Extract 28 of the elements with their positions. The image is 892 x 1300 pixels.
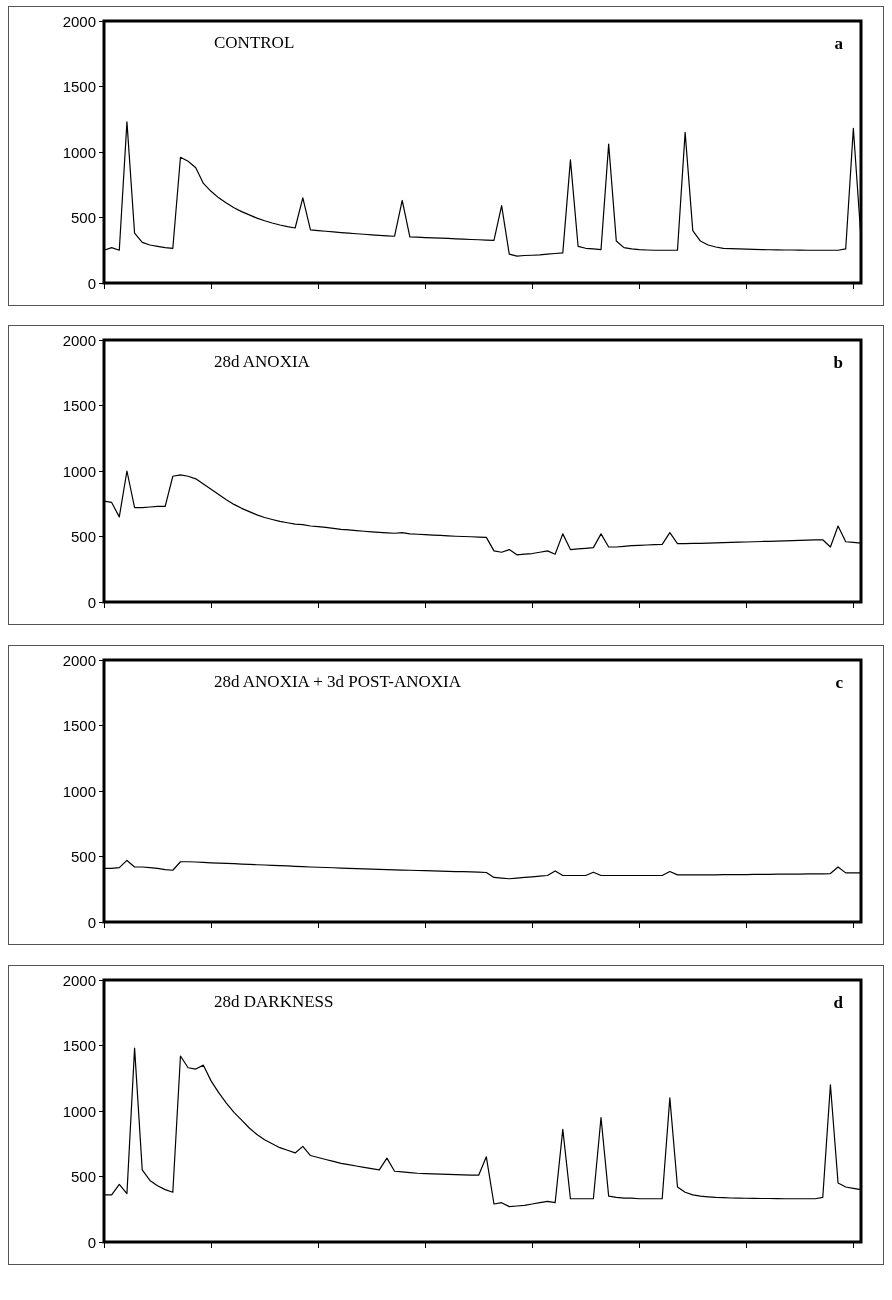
y-tick-label: 1000 <box>62 782 96 800</box>
y-tick-label: 2000 <box>62 651 96 669</box>
y-tick-label: 2000 <box>62 331 96 349</box>
y-tick-label: 500 <box>70 528 96 545</box>
y-tick-label: 1000 <box>62 462 96 480</box>
y-tick-label: 0 <box>87 1233 96 1251</box>
y-tick-label: 1500 <box>62 1037 96 1054</box>
annotation: b <box>833 353 844 372</box>
y-tick-label: 1000 <box>62 1102 96 1120</box>
annotation: d <box>833 993 844 1012</box>
y-tick-label: 1500 <box>62 717 96 734</box>
text: CONTROL <box>214 33 295 52</box>
text: 28d ANOXIA + 3d POST-ANOXIA <box>214 672 462 691</box>
y-tick-label: 2000 <box>62 12 96 30</box>
y-tick-label: 0 <box>87 274 96 292</box>
y-tick-label: 500 <box>70 209 96 226</box>
y-tick-label: 0 <box>87 913 96 931</box>
y-tick-label: 2000 <box>62 971 96 989</box>
text: 28d DARKNESS <box>214 992 334 1011</box>
annotation: c <box>835 673 844 692</box>
y-tick-label: 500 <box>70 848 96 865</box>
text: 28d ANOXIA <box>214 352 311 371</box>
y-tick-label: 0 <box>87 593 96 611</box>
y-tick-label: 1000 <box>62 143 96 161</box>
y-tick-label: 1500 <box>62 78 96 95</box>
y-tick-label: 500 <box>70 1168 96 1185</box>
annotation: a <box>834 34 844 53</box>
y-tick-label: 1500 <box>62 397 96 414</box>
